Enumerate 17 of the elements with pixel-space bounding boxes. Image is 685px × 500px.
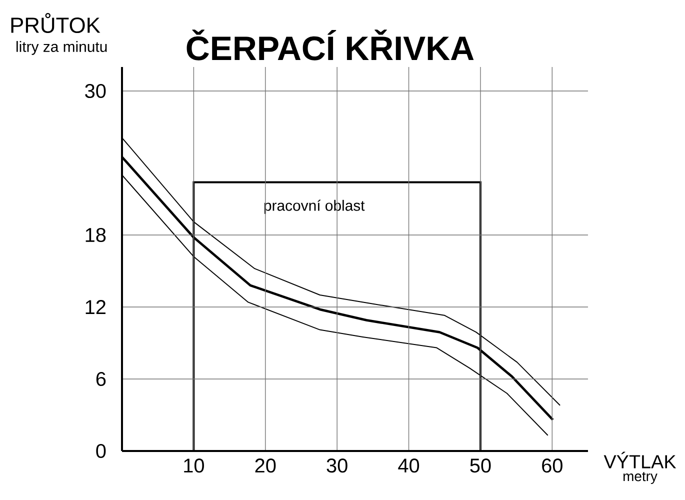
x-axis-title: VÝTLAK xyxy=(604,452,676,468)
y-tick-label: 30 xyxy=(85,84,106,98)
x-tick-label: 20 xyxy=(255,458,276,473)
text: litry za minutu xyxy=(16,41,107,55)
x-tick-label: 30 xyxy=(326,458,348,473)
y-axis-title: PRŮTOK xyxy=(11,12,100,34)
x-tick-label: 40 xyxy=(398,458,420,473)
text: metry xyxy=(623,472,658,484)
x-tick-label: 50 xyxy=(470,458,491,473)
y-tick-label: 0 xyxy=(96,444,106,458)
y-tick-label: 18 xyxy=(86,228,106,242)
x-tick-label: 60 xyxy=(542,458,562,473)
band-label: pracovní oblast xyxy=(264,200,365,214)
chart-title: ČERPACÍ KŘIVKA xyxy=(186,30,474,60)
x-tick-label: 10 xyxy=(184,458,204,473)
y-tick-label: 12 xyxy=(86,300,106,314)
y-tick-label: 6 xyxy=(96,372,106,386)
